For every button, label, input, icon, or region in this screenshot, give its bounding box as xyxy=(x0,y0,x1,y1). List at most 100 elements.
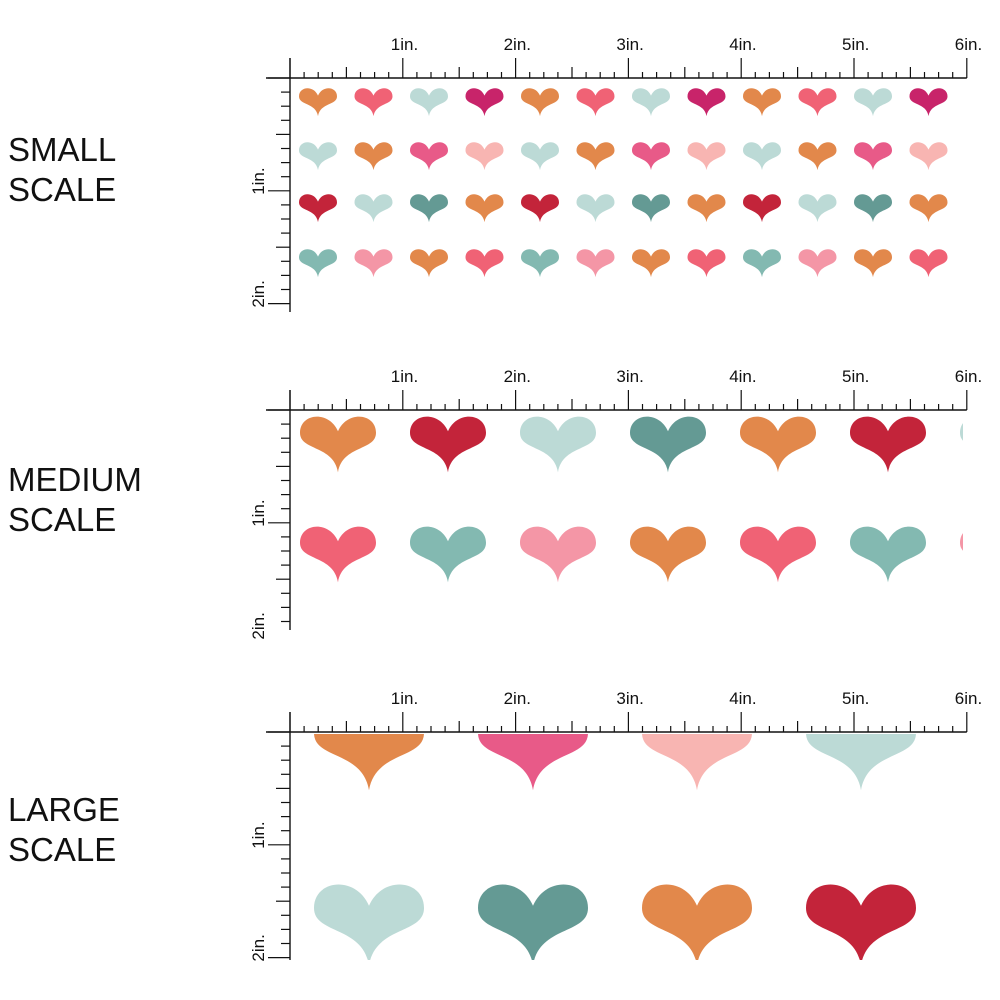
heart-seafoam xyxy=(850,526,926,583)
heart-seafoam xyxy=(965,249,1000,277)
h-tick-label: 5in. xyxy=(842,35,869,54)
heart-pink-red xyxy=(798,88,837,117)
heart-rose xyxy=(632,142,670,171)
heart-magenta xyxy=(687,88,726,117)
h-tick-label: 3in. xyxy=(616,689,643,708)
heart-teal xyxy=(632,194,670,223)
heart-light-pink xyxy=(960,533,963,551)
heart-pink-red xyxy=(465,249,504,278)
heart-mint xyxy=(299,142,337,171)
heart-rose xyxy=(854,142,892,171)
heart-mint xyxy=(314,884,424,960)
heart-pattern xyxy=(300,416,963,583)
v-tick-label: 1in. xyxy=(249,167,268,194)
heart-mint xyxy=(410,88,448,117)
v-tick-label: 1in. xyxy=(249,499,268,526)
heart-red xyxy=(850,416,926,473)
scale-label-line1: LARGE xyxy=(8,791,120,828)
h-tick-label: 2in. xyxy=(504,367,531,386)
v-tick-label: 1in. xyxy=(249,821,268,848)
heart-orange xyxy=(632,249,670,278)
large-scale-section: LARGE SCALE 1in. 2in. 3in. 4in. 5in. 6in. 1in.… xyxy=(0,660,1000,1000)
heart-magenta xyxy=(909,88,948,117)
scale-label-line1: SMALL xyxy=(8,131,117,168)
heart-pink-red xyxy=(740,526,816,583)
heart-mint xyxy=(965,142,1000,170)
heart-mint xyxy=(520,416,596,473)
heart-orange xyxy=(642,884,752,960)
heart-orange xyxy=(314,734,424,791)
heart-teal xyxy=(478,884,588,960)
large-scale-swatch: 1in. 2in. 3in. 4in. 5in. 6in. 1in. 2in. xyxy=(249,689,982,962)
h-tick-label: 1in. xyxy=(391,367,418,386)
h-tick-label: 3in. xyxy=(616,367,643,386)
heart-pattern xyxy=(314,734,916,960)
heart-orange xyxy=(743,88,781,117)
heart-orange xyxy=(854,249,892,278)
h-tick-label: 4in. xyxy=(729,35,756,54)
heart-orange xyxy=(354,142,393,171)
h-tick-label: 1in. xyxy=(391,689,418,708)
large-scale-label: LARGE SCALE xyxy=(8,790,120,870)
heart-mint xyxy=(798,194,837,223)
scale-label-line2: SCALE xyxy=(8,501,117,538)
heart-seafoam xyxy=(743,249,781,278)
heart-red xyxy=(743,194,781,223)
h-tick-label: 1in. xyxy=(391,35,418,54)
h-tick-label: 6in. xyxy=(955,367,982,386)
medium-scale-label: MEDIUM SCALE xyxy=(8,460,142,540)
heart-orange xyxy=(965,88,1000,116)
heart-mint xyxy=(854,88,892,117)
heart-blush xyxy=(687,142,726,171)
heart-mint xyxy=(960,423,963,441)
horizontal-ruler: 1in. 2in. 3in. 4in. 5in. 6in. xyxy=(266,35,982,79)
heart-red xyxy=(521,194,559,223)
h-tick-label: 3in. xyxy=(616,35,643,54)
heart-teal xyxy=(854,194,892,223)
heart-light-pink xyxy=(576,249,615,278)
heart-light-pink xyxy=(354,249,393,278)
h-tick-label: 6in. xyxy=(955,689,982,708)
v-tick-label: 2in. xyxy=(249,934,268,961)
horizontal-ruler: 1in. 2in. 3in. 4in. 5in. 6in. xyxy=(266,689,982,733)
heart-orange xyxy=(299,88,337,117)
small-scale-swatch: 1in. 2in. 3in. 4in. 5in. 6in. 1in. 2in. xyxy=(249,35,1000,312)
heart-teal xyxy=(630,416,706,473)
heart-blush xyxy=(642,734,752,791)
heart-seafoam xyxy=(521,249,559,278)
heart-light-pink xyxy=(520,526,596,583)
scale-label-line2: SCALE xyxy=(8,831,117,868)
h-tick-label: 5in. xyxy=(842,367,869,386)
heart-red xyxy=(299,194,337,223)
heart-orange xyxy=(909,194,948,223)
horizontal-ruler: 1in. 2in. 3in. 4in. 5in. 6in. xyxy=(266,367,982,411)
heart-pink-red xyxy=(687,249,726,278)
heart-pink-red xyxy=(576,88,615,117)
heart-light-pink xyxy=(798,249,837,278)
vertical-ruler: 1in. 2in. xyxy=(249,390,291,640)
heart-seafoam xyxy=(410,526,486,583)
scale-label-line1: MEDIUM xyxy=(8,461,142,498)
h-tick-label: 6in. xyxy=(955,35,982,54)
heart-orange xyxy=(300,416,376,473)
vertical-ruler: 1in. 2in. xyxy=(249,712,291,962)
heart-rose xyxy=(410,142,448,171)
small-scale-section: SMALL SCALE 1in. 2in. 3in. 4in. 5in. 6in. 1in.… xyxy=(0,0,1000,330)
heart-mint xyxy=(632,88,670,117)
heart-blush xyxy=(465,142,504,171)
heart-orange xyxy=(630,526,706,583)
h-tick-label: 5in. xyxy=(842,689,869,708)
h-tick-label: 2in. xyxy=(504,689,531,708)
heart-red xyxy=(965,194,1000,222)
v-tick-label: 2in. xyxy=(249,280,268,307)
vertical-ruler: 1in. 2in. xyxy=(249,58,291,312)
h-tick-label: 4in. xyxy=(729,689,756,708)
heart-red xyxy=(410,416,486,473)
heart-orange xyxy=(740,416,816,473)
heart-red xyxy=(806,884,916,960)
heart-mint xyxy=(743,142,781,171)
heart-orange xyxy=(576,142,615,171)
heart-magenta xyxy=(465,88,504,117)
v-tick-label: 2in. xyxy=(249,612,268,639)
small-scale-label: SMALL SCALE xyxy=(8,130,116,210)
